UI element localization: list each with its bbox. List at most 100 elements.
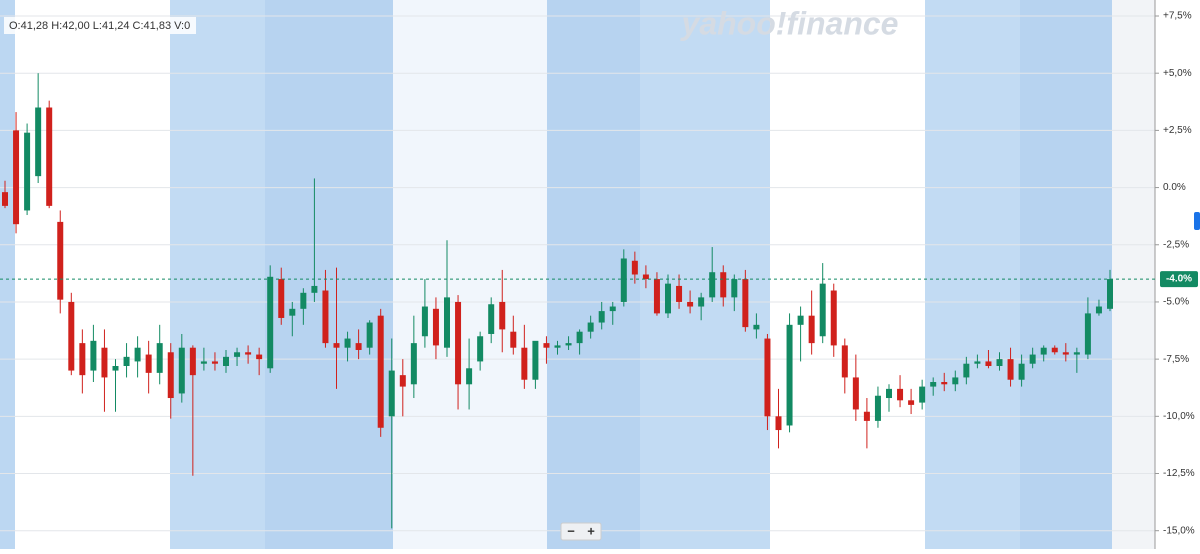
candle-body [1073,352,1080,355]
candle-body [1040,347,1047,355]
candle-body [742,279,749,328]
candle-body [653,279,660,314]
candle-body [289,308,296,316]
candle-body [2,192,8,206]
candle-body [499,301,506,330]
candle-body [808,315,815,344]
candle-body [1107,279,1113,309]
y-axis-labels: +7,5% +5,0% +2,5% 0.0% -2,5% -5.0% -7,5% -10,0%… [1155,11,1195,536]
band [170,0,265,549]
candle-body [963,363,970,378]
candle-body [35,107,42,177]
candle-body [1062,352,1069,355]
candle-body [178,347,185,394]
candle-body [410,343,417,385]
candle-body [532,340,539,380]
band [265,0,393,549]
watermark: yahoo!finance [680,5,899,41]
candle-body [399,375,406,387]
candle-body [1095,306,1102,314]
candle-body [322,290,329,344]
candle-body [863,411,870,421]
y-tick-label: -5.0% [1163,297,1189,308]
candle-body [1084,313,1091,355]
candle-body [974,361,981,364]
candle-body [886,388,892,399]
candle-body [477,336,484,362]
y-tick-label: -2,5% [1163,239,1189,250]
candle-body [200,361,207,364]
candle-body [874,395,881,421]
candle-body [90,340,97,371]
current-tag [1160,271,1198,288]
candle-body [101,347,108,378]
y-tick-label: -10,0% [1163,411,1195,422]
y-tick-label: -15,0% [1163,525,1195,536]
candle-body [245,352,252,355]
candle-body [576,331,583,344]
candle-body [797,315,804,325]
candle-body [620,258,627,302]
candle-body [355,343,362,350]
candle-body [731,279,738,298]
zoom-controls [560,522,602,541]
candles [2,73,1113,529]
y-tick-label: 0.0% [1163,182,1186,193]
candle-body [786,324,793,426]
candle-body [57,221,64,300]
candle-body [488,304,495,334]
candle-body [432,308,439,346]
candle-body [13,130,20,225]
candle-body [985,361,992,366]
candle-body [112,366,119,371]
candle-body [278,279,285,318]
band [1020,0,1112,549]
y-tick-label: +2,5% [1163,125,1192,136]
candle-body [830,290,837,346]
candle-body [852,377,859,410]
candle-body [775,416,782,431]
candle-body [676,285,683,302]
band [925,0,1020,549]
y-tick-label: +5,0% [1163,68,1192,79]
candle-body [46,107,53,206]
band [0,0,15,549]
candle-body [377,315,384,428]
candle-body [609,306,616,312]
candle-body [841,345,848,378]
y-tick-label: +7,5% [1163,11,1192,22]
current-value: -4.0% [1166,274,1192,285]
candle-body [1018,363,1025,380]
band [640,0,770,549]
side-tab[interactable] [1194,212,1200,230]
candle-body [1029,354,1036,364]
candle-body [930,382,937,387]
candle-body [919,386,926,403]
candle-body [300,292,307,309]
candle-body [134,347,141,362]
candle-body [1007,359,1014,380]
zoom-out-button[interactable]: − [567,523,575,538]
ohlc-label: O:41,28 H:42,00 L:41,24 C:41,83 V:0 [9,20,190,32]
candle-body [698,297,705,307]
candle-body [145,354,152,373]
candle-body [819,283,826,337]
candle-body [897,388,904,401]
candle-body [344,338,351,348]
candle-body [631,260,638,275]
candle-body [709,272,716,298]
candle-body [665,283,671,314]
candle-body [764,338,771,417]
candle-body [554,345,561,348]
candle-body [642,274,649,280]
candle-body [996,359,1003,366]
candle-body [156,343,163,373]
candle-body [267,276,274,369]
candle-body [234,352,241,357]
candle-body [366,322,373,348]
candle-body [455,301,462,385]
candle-body [421,306,428,337]
zoom-in-button[interactable]: + [587,523,595,538]
candle-body [167,352,174,399]
ohlc-box [4,17,196,34]
